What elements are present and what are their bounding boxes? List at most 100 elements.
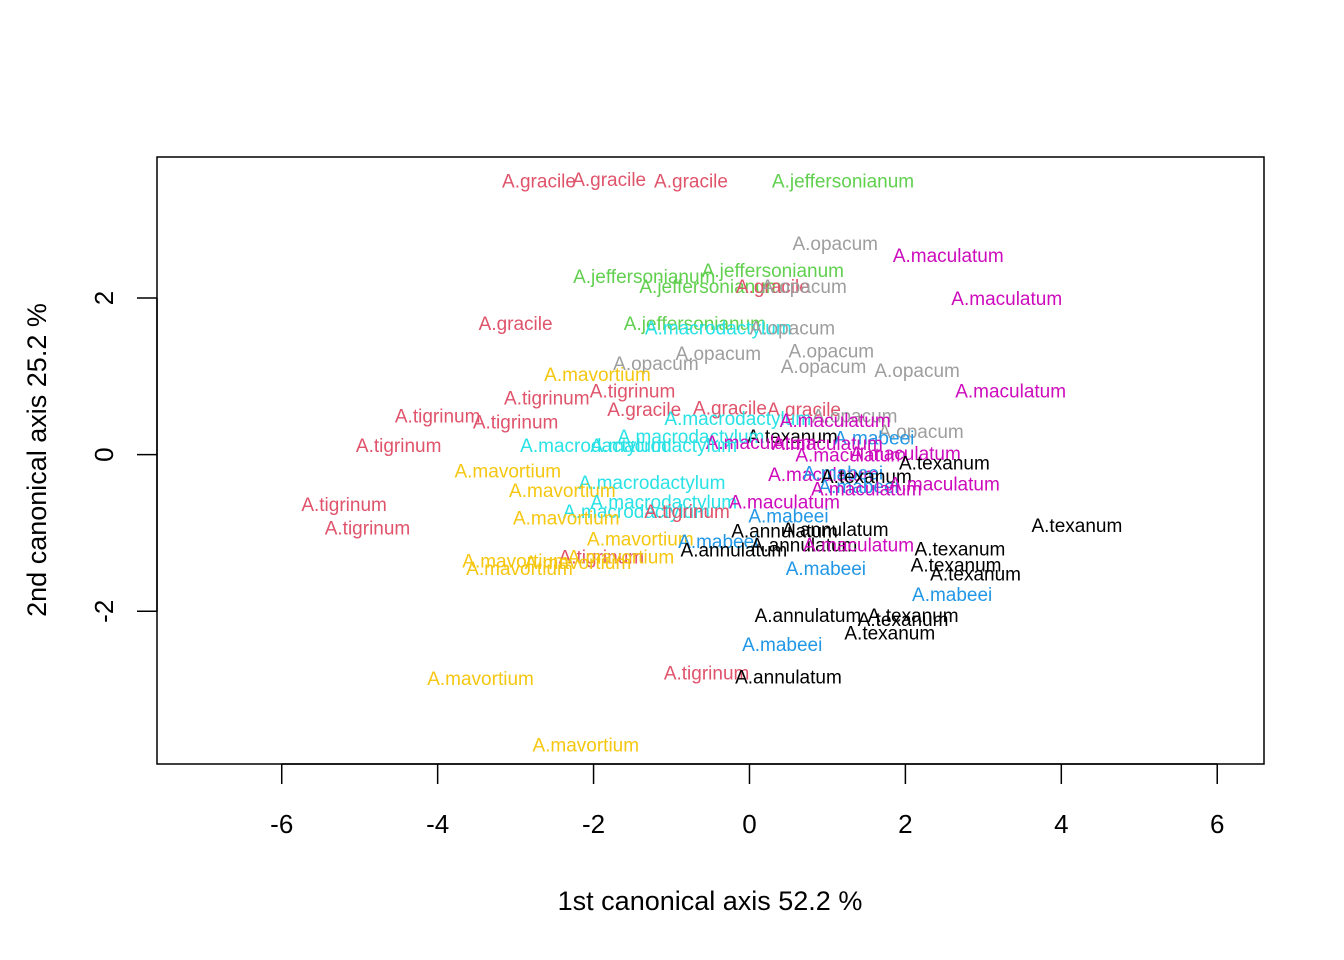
point-label: A.macrodactylum	[618, 427, 765, 448]
point-label: A.maculatum	[768, 465, 879, 486]
point-label: A.texanum	[747, 427, 838, 448]
point-label: A.mavortium	[462, 551, 569, 572]
point-label: A.mavortium	[544, 365, 651, 386]
point-label: A.opacum	[781, 357, 867, 378]
point-label: A.tigrinum	[356, 436, 442, 457]
y-axis: -2 0 2	[89, 291, 158, 623]
point-label: A.maculatum	[729, 493, 840, 514]
point-label: A.mabeei	[678, 532, 758, 553]
point-label: A.maculatum	[706, 433, 817, 454]
point-label: A.opacum	[761, 277, 847, 298]
point-label: A.mabeei	[748, 507, 828, 528]
point-label: A.gracile	[654, 171, 728, 192]
point-label: A.mavortium	[568, 547, 675, 568]
point-label: A.tigrinum	[325, 518, 411, 539]
x-tick-label: 2	[898, 809, 912, 839]
point-label: A.tigrinum	[664, 663, 750, 684]
point-label: A.mavortium	[466, 559, 573, 580]
point-label: A.gracile	[502, 171, 576, 192]
point-label: A.annulatum	[751, 536, 858, 557]
point-label: A.opacum	[812, 406, 898, 427]
point-label: A.tigrinum	[504, 388, 590, 409]
point-label: A.macrodactylum	[563, 502, 710, 523]
point-label: A.opacum	[676, 344, 762, 365]
point-label: A.jeffersonianum	[639, 277, 781, 298]
point-label: A.mavortium	[525, 553, 632, 574]
point-label: A.maculatum	[951, 289, 1062, 310]
point-label: A.mavortium	[427, 669, 534, 690]
point-label: A.jeffersonianum	[573, 267, 715, 288]
point-label: A.texanum	[821, 467, 912, 488]
point-label: A.texanum	[915, 540, 1006, 561]
x-tick-label: 4	[1054, 809, 1068, 839]
point-label: A.mabeei	[803, 464, 883, 485]
point-label: A.texanum	[911, 555, 1002, 576]
point-label: A.maculatum	[772, 434, 883, 455]
point-label: A.tigrinum	[395, 406, 481, 427]
point-label: A.jeffersonianum	[702, 261, 844, 282]
x-tick-label: 6	[1210, 809, 1224, 839]
point-label: A.maculatum	[780, 411, 891, 432]
point-label: A.maculatum	[803, 536, 914, 557]
point-label: A.texanum	[844, 623, 935, 644]
point-label: A.texanum	[930, 565, 1021, 586]
point-label: A.macrodactylum	[520, 436, 667, 457]
x-tick-label: 0	[742, 809, 756, 839]
point-label: A.annulatum	[735, 667, 842, 688]
point-label: A.jeffersonianum	[772, 171, 914, 192]
point-label: A.gracile	[572, 170, 646, 191]
point-label: A.maculatum	[850, 444, 961, 465]
point-label: A.maculatum	[795, 446, 906, 467]
point-label: A.macrodactylum	[664, 409, 811, 430]
point-label: A.maculatum	[955, 381, 1066, 402]
point-label: A.mavortium	[513, 508, 620, 529]
point-label: A.gracile	[736, 277, 810, 298]
y-tick-label: -2	[89, 600, 119, 623]
y-axis-title: 2nd canonical axis 25.2 %	[22, 303, 52, 617]
x-tick-label: -4	[426, 809, 449, 839]
point-label: A.tigrinum	[644, 502, 730, 523]
point-label: A.tigrinum	[590, 381, 676, 402]
point-label: A.maculatum	[893, 246, 1004, 267]
point-label: A.tigrinum	[473, 413, 559, 434]
point-label: A.jeffersonianum	[624, 314, 766, 335]
point-label: A.macrodactylum	[645, 319, 792, 340]
point-label: A.annulatum	[782, 520, 889, 541]
point-label: A.texanum	[858, 610, 949, 631]
point-label: A.mabeei	[742, 635, 822, 656]
point-label: A.mabeei	[818, 477, 898, 498]
point-label: A.mavortium	[587, 529, 694, 550]
point-label: A.annulatum	[731, 522, 838, 543]
y-tick-label: 0	[89, 447, 119, 461]
point-label: A.gracile	[693, 399, 767, 420]
point-label: A.opacum	[878, 422, 964, 443]
x-tick-label: -2	[582, 809, 605, 839]
point-label: A.mavortium	[454, 461, 561, 482]
point-label: A.mavortium	[509, 481, 616, 502]
point-label: A.maculatum	[811, 479, 922, 500]
point-label: A.opacum	[750, 319, 836, 340]
point-label: A.gracile	[767, 400, 841, 421]
point-label: A.texanum	[1031, 516, 1122, 537]
point-label: A.macrodactylum	[590, 436, 737, 457]
point-label: A.macrodactylum	[590, 493, 737, 514]
y-tick-label: 2	[89, 291, 119, 305]
point-label: A.texanum	[899, 453, 990, 474]
point-label: A.macrodactylum	[579, 473, 726, 494]
x-axis: -6 -4 -2 0 2 4 6	[270, 763, 1224, 839]
point-label: A.tigrinum	[559, 547, 645, 568]
point-label: A.mabeei	[786, 559, 866, 580]
point-label: A.maculatum	[889, 475, 1000, 496]
point-label: A.opacum	[874, 361, 960, 382]
point-label: A.opacum	[792, 234, 878, 255]
point-label: A.annulatum	[681, 540, 788, 561]
point-label: A.annulatum	[755, 606, 862, 627]
point-label: A.opacum	[613, 354, 699, 375]
point-label: A.mabeei	[912, 585, 992, 606]
point-label: A.mabeei	[834, 428, 914, 449]
point-label: A.mavortium	[532, 735, 639, 756]
point-label: A.tigrinum	[301, 495, 387, 516]
x-axis-title: 1st canonical axis 52.2 %	[558, 886, 863, 916]
